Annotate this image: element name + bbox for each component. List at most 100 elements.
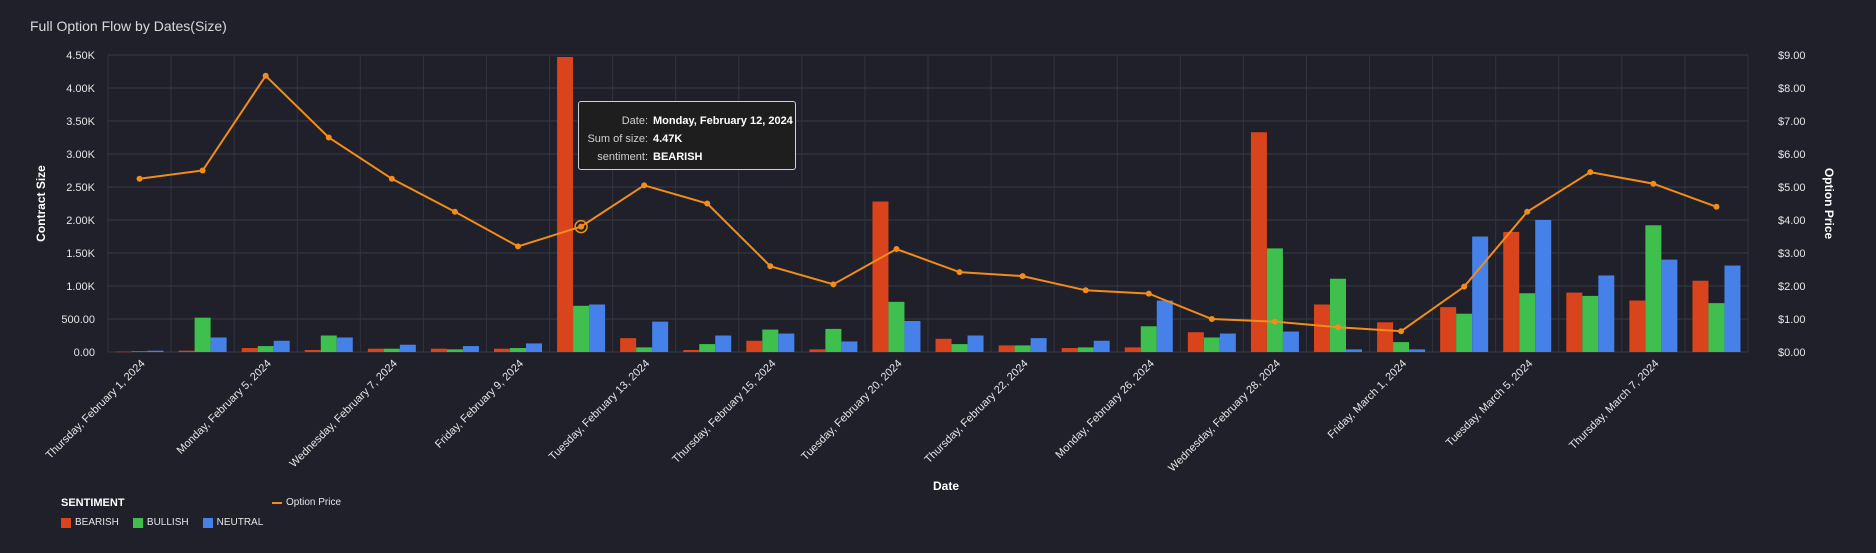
bar-neutral	[1282, 331, 1299, 352]
y-axis-title: Contract Size	[34, 165, 48, 242]
bar-neutral	[1661, 259, 1678, 352]
tooltip-size-key: Sum of size:	[587, 133, 648, 145]
y2-tick-label: $8.00	[1778, 83, 1806, 95]
bar-neutral	[967, 335, 984, 352]
bar-bullish	[1645, 225, 1662, 352]
x-tick-label: Friday, February 9, 2024	[433, 358, 526, 451]
bar-bullish	[1203, 337, 1220, 352]
legend-swatch-option-price	[272, 501, 282, 504]
y2-tick-label: $9.00	[1778, 50, 1806, 62]
y-tick-label: 1.00K	[66, 281, 95, 293]
bar-bullish	[1456, 313, 1473, 352]
legend-item-neutral[interactable]: NEUTRAL	[202, 517, 264, 528]
y2-tick-label: $2.00	[1778, 281, 1806, 293]
bar-bullish	[699, 344, 716, 352]
bar-neutral	[1724, 265, 1741, 352]
y-tick-label: 2.00K	[66, 215, 95, 227]
option-price-point	[262, 72, 269, 79]
y-tick-label: 3.50K	[66, 116, 95, 128]
legend-item-bullish[interactable]: BULLISH	[132, 517, 189, 528]
y2-tick-label: $5.00	[1778, 182, 1806, 194]
bar-bearish	[494, 348, 510, 352]
option-price-point	[1461, 283, 1468, 290]
bar-bullish	[510, 348, 526, 352]
bar-bearish	[367, 348, 384, 352]
option-price-point	[136, 175, 143, 182]
chart-title: Full Option Flow by Dates(Size)	[30, 18, 227, 34]
bar-neutral	[210, 337, 227, 352]
bar-bearish	[115, 351, 132, 353]
bar-bearish	[809, 349, 826, 352]
legend-label-neutral: NEUTRAL	[216, 517, 264, 528]
bar-bearish	[620, 338, 637, 352]
bar-bearish	[1692, 280, 1709, 352]
bar-bullish	[1582, 295, 1599, 352]
bar-bearish	[1377, 322, 1394, 352]
option-price-point	[325, 134, 332, 141]
legend-item-option-price[interactable]: Option Price	[272, 497, 341, 508]
legend-swatch-neutral	[202, 517, 213, 528]
legend-sentiment-items: BEARISH BULLISH NEUTRAL	[61, 517, 263, 528]
bar-neutral	[715, 335, 732, 352]
bar-bullish	[257, 346, 274, 352]
bar-neutral	[1598, 275, 1615, 352]
y2-tick-label: $3.00	[1778, 248, 1806, 260]
bar-neutral	[399, 344, 416, 352]
y2-tick-label: $6.00	[1778, 149, 1806, 161]
bar-neutral	[462, 346, 479, 352]
option-price-point	[1208, 316, 1215, 322]
bar-bullish	[951, 344, 968, 352]
legend-title: SENTIMENT	[61, 497, 125, 509]
bar-bullish	[573, 305, 590, 352]
x-tick-label: Thursday, February 15, 2024	[670, 358, 778, 466]
bar-bullish	[636, 347, 653, 352]
x-tick-label: Monday, February 26, 2024	[1053, 358, 1156, 461]
bar-neutral	[1409, 349, 1426, 352]
y2-tick-label: $7.00	[1778, 116, 1806, 128]
bar-neutral	[1156, 300, 1173, 352]
x-tick-label: Thursday, March 7, 2024	[1567, 358, 1661, 452]
bar-neutral	[904, 320, 921, 352]
tooltip-sentiment-value: BEARISH	[653, 151, 703, 163]
bar-neutral	[1030, 338, 1047, 352]
legend-item-bearish[interactable]: BEARISH	[61, 517, 119, 528]
tooltip-sentiment-key: sentiment:	[597, 151, 648, 163]
x-tick-label: Tuesday, February 20, 2024	[799, 358, 904, 463]
y2-tick-label: $1.00	[1778, 314, 1806, 326]
bar-bearish	[304, 350, 321, 352]
y-tick-label: 1.50K	[66, 248, 95, 260]
bar-neutral	[147, 350, 164, 352]
x-tick-label: Tuesday, February 13, 2024	[547, 358, 652, 463]
option-price-point	[830, 281, 837, 288]
option-price-point	[1587, 169, 1594, 176]
y-tick-label: 500.00	[61, 314, 95, 326]
bar-bullish	[1393, 342, 1410, 352]
bar-bearish	[1061, 348, 1078, 352]
legend-label-bullish: BULLISH	[146, 517, 189, 528]
bar-neutral	[336, 337, 353, 352]
option-price-point	[1145, 290, 1152, 297]
y2-axis-title: Option Price	[1822, 168, 1836, 240]
bar-bullish	[383, 348, 400, 352]
bar-bullish	[194, 317, 211, 352]
x-tick-label: Wednesday, February 28, 2024	[1166, 358, 1283, 475]
bar-bullish	[131, 351, 148, 352]
bar-bullish	[762, 329, 779, 352]
bar-bearish	[557, 56, 574, 352]
legend-label-option-price: Option Price	[286, 497, 342, 508]
legend-label-bearish: BEARISH	[75, 517, 119, 528]
bar-bullish	[1330, 278, 1346, 352]
x-tick-label: Thursday, February 22, 2024	[923, 358, 1031, 466]
option-price-point-highlight	[574, 219, 588, 234]
option-price-point	[1335, 324, 1341, 331]
bar-neutral	[1535, 220, 1552, 352]
bar-bearish	[1250, 132, 1267, 352]
bar-neutral	[526, 343, 542, 352]
option-price-point	[388, 175, 395, 182]
bar-neutral	[589, 304, 606, 352]
x-tick-label: Friday, March 1, 2024	[1326, 358, 1410, 442]
bar-neutral	[1219, 333, 1236, 352]
bar-bullish	[1077, 347, 1094, 352]
bar-bullish	[1014, 345, 1031, 352]
